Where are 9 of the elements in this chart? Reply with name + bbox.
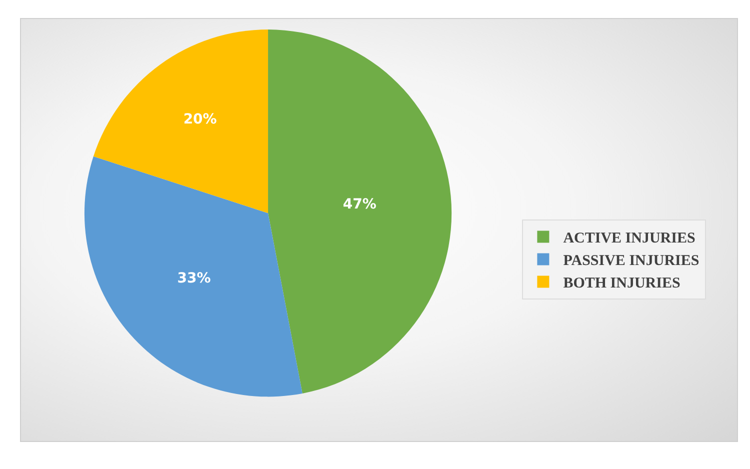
legend-label: ACTIVE INJURIES <box>563 230 696 247</box>
data-label: 33% <box>177 270 211 286</box>
legend-label: BOTH INJURIES <box>563 276 680 292</box>
legend-label: PASSIVE INJURIES <box>563 253 700 270</box>
pie-slice <box>84 156 302 396</box>
pie-slice <box>268 30 452 394</box>
data-label: 20% <box>183 112 217 128</box>
pie-slice <box>93 30 268 214</box>
data-label: 47% <box>342 196 376 212</box>
